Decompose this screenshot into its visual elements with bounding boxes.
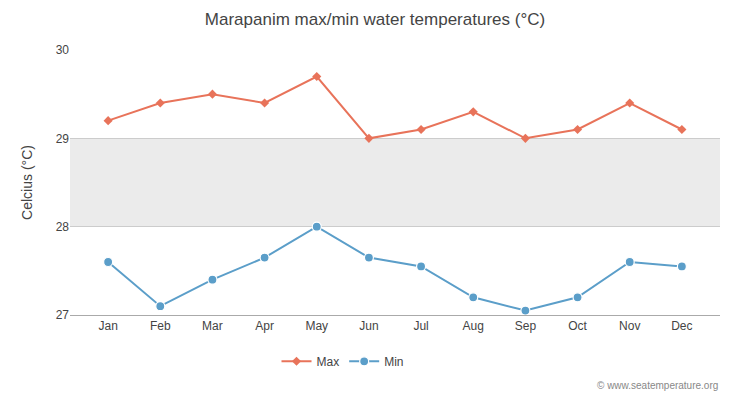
svg-text:Jul: Jul bbox=[413, 319, 428, 333]
svg-text:Mar: Mar bbox=[202, 319, 223, 333]
svg-text:30: 30 bbox=[56, 43, 70, 57]
svg-text:28: 28 bbox=[56, 220, 70, 234]
svg-text:Celcius (°C): Celcius (°C) bbox=[19, 145, 35, 220]
svg-text:Max: Max bbox=[317, 355, 340, 369]
svg-text:Oct: Oct bbox=[568, 319, 587, 333]
svg-text:Jan: Jan bbox=[98, 319, 117, 333]
svg-text:Min: Min bbox=[384, 355, 403, 369]
svg-text:Nov: Nov bbox=[619, 319, 640, 333]
svg-text:Sep: Sep bbox=[515, 319, 537, 333]
svg-text:Jun: Jun bbox=[359, 319, 378, 333]
svg-text:May: May bbox=[305, 319, 328, 333]
svg-text:Feb: Feb bbox=[150, 319, 171, 333]
svg-text:Apr: Apr bbox=[255, 319, 274, 333]
svg-text:27: 27 bbox=[56, 308, 70, 322]
svg-text:Dec: Dec bbox=[671, 319, 692, 333]
svg-text:Marapanim max/min water temper: Marapanim max/min water temperatures (°C… bbox=[205, 10, 545, 29]
svg-text:29: 29 bbox=[56, 132, 70, 146]
svg-text:© www.seatemperature.org: © www.seatemperature.org bbox=[597, 380, 718, 391]
svg-text:Aug: Aug bbox=[463, 319, 484, 333]
